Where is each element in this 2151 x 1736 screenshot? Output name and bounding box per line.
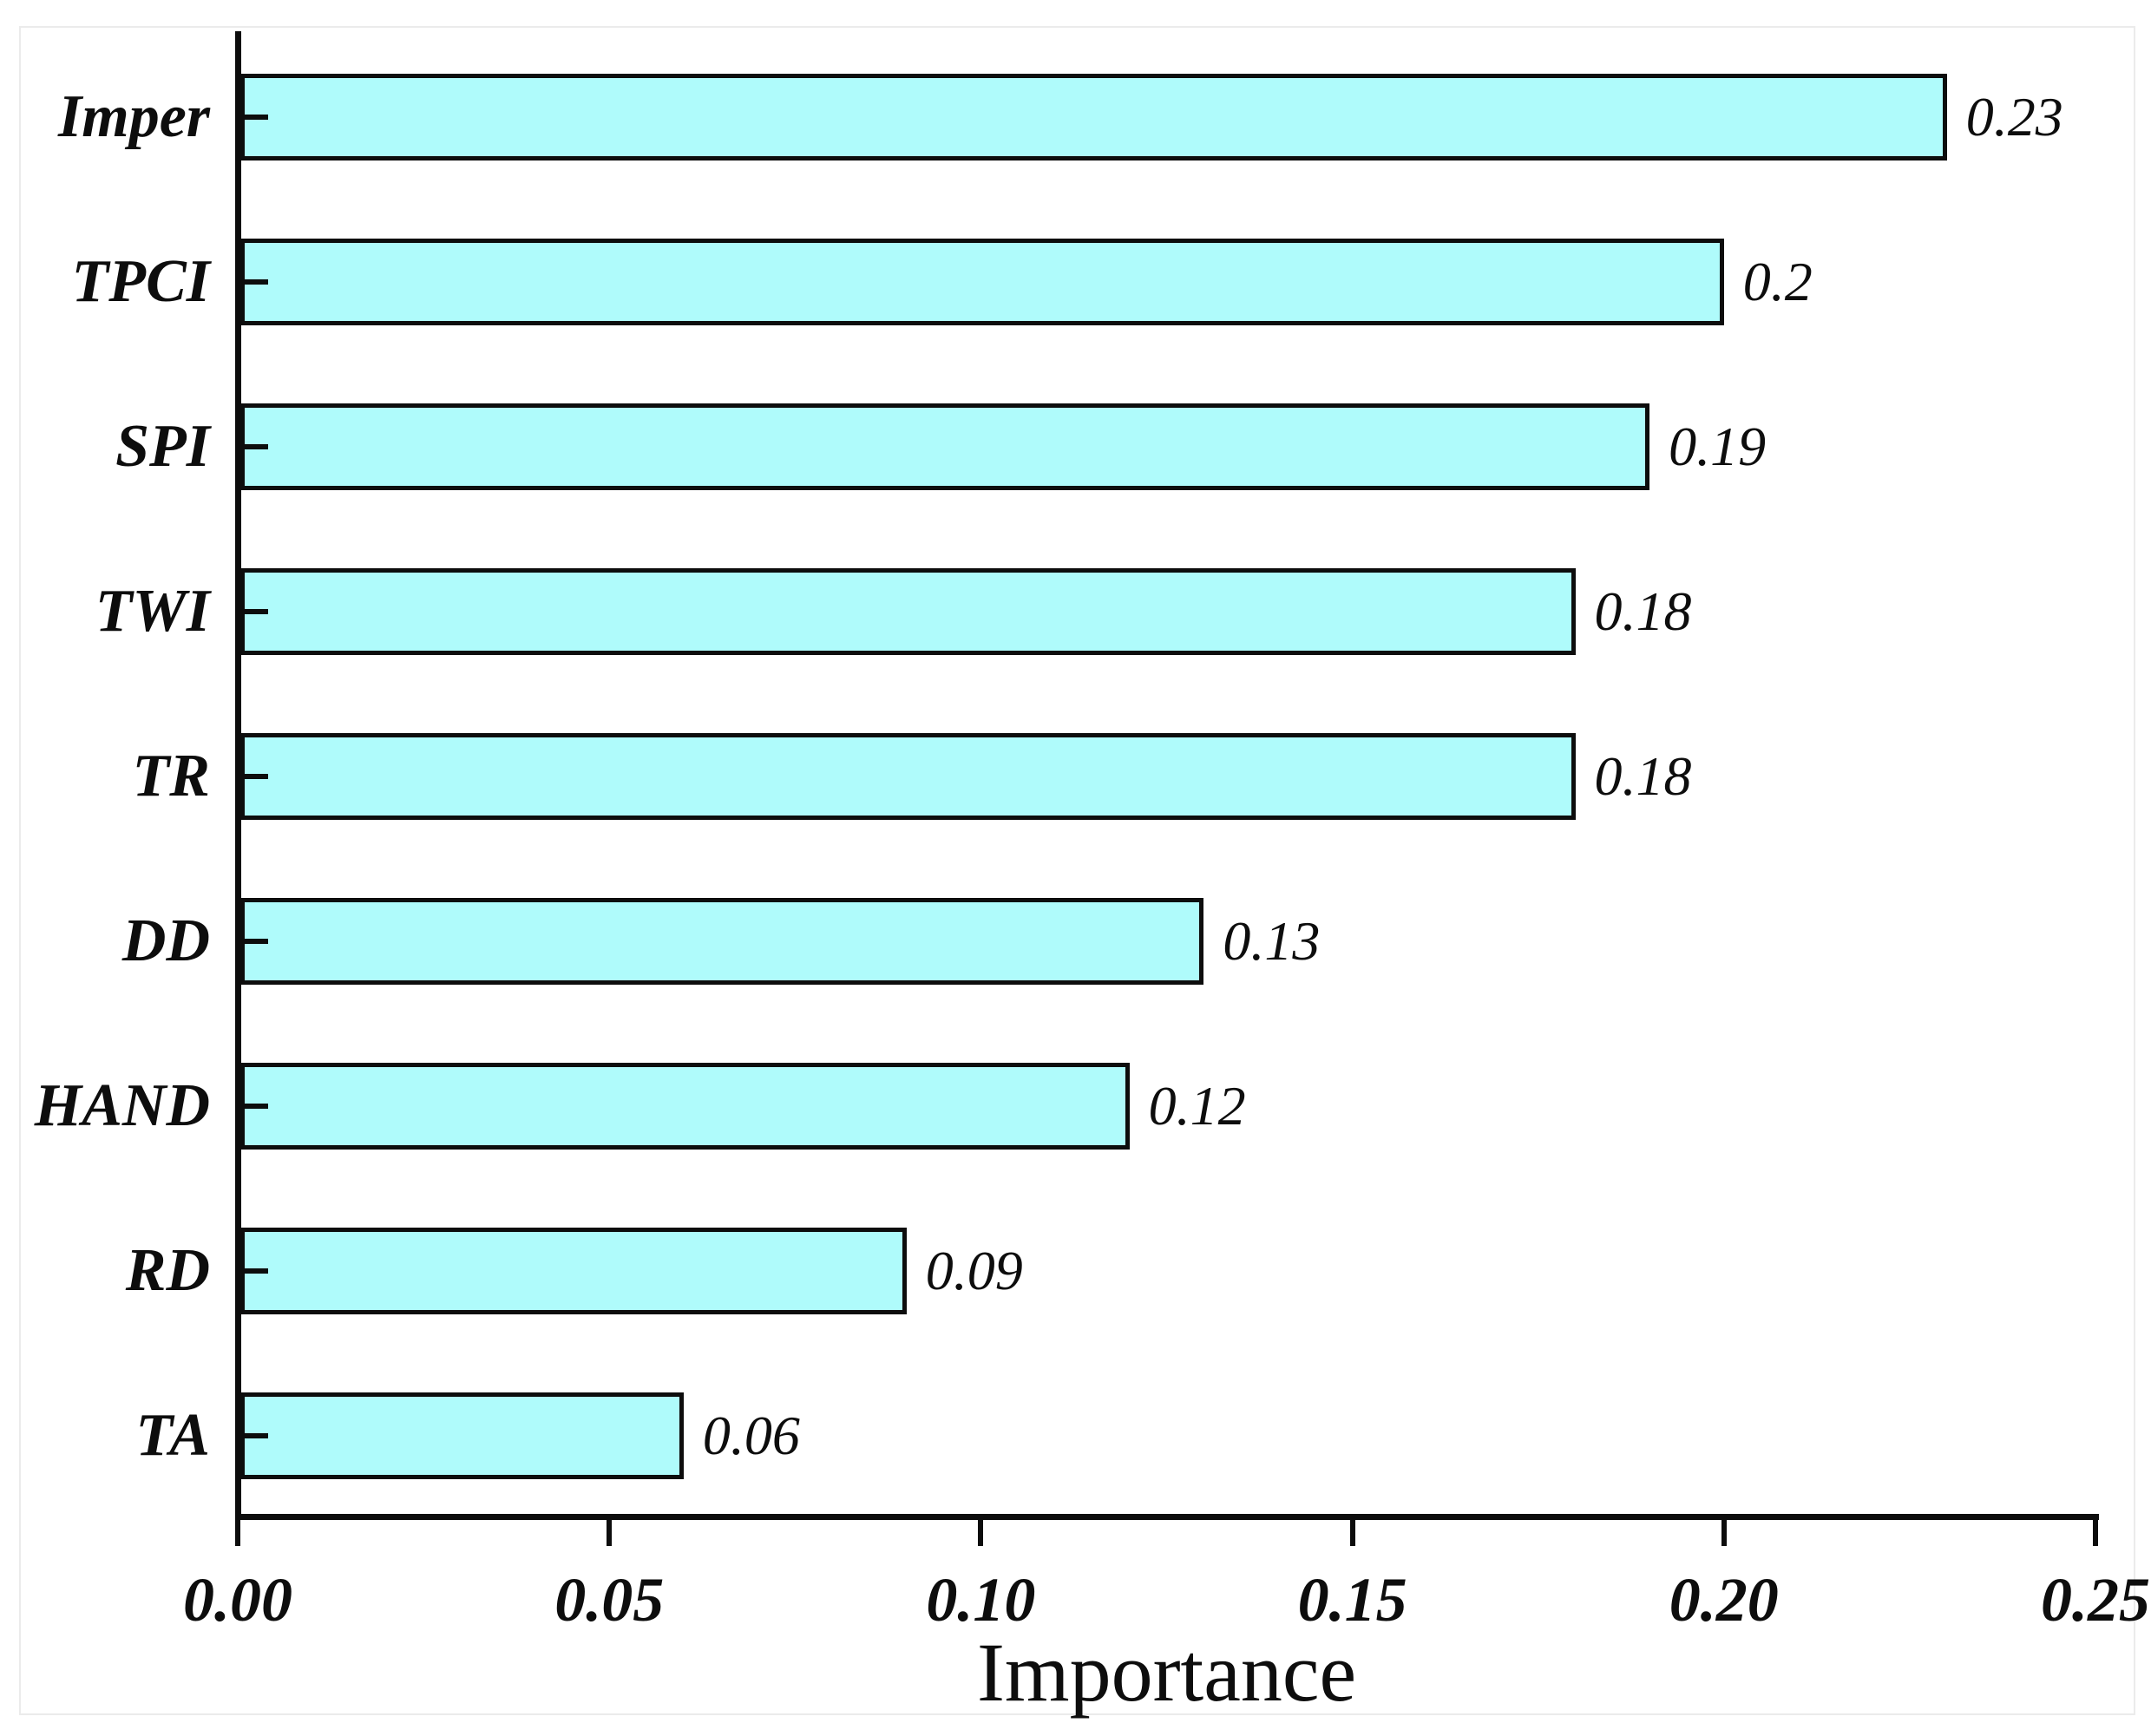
x-tick [607,1520,613,1546]
x-tick [978,1520,984,1546]
x-tick-label: 0.20 [1669,1565,1779,1634]
category-label-dd: DD [121,907,210,974]
bar-value-label: 0.06 [702,1405,800,1466]
bar-rd [240,1228,907,1314]
y-tick [240,279,268,285]
x-axis-title: Importance [976,1626,1357,1719]
y-tick [240,115,268,120]
x-tick [1349,1520,1355,1546]
category-label-rd: RD [125,1237,210,1304]
y-tick [240,1433,268,1438]
x-tick-label: 0.25 [2041,1565,2150,1634]
bar-tpci [240,239,1724,325]
bar-imper [240,74,1947,160]
bar-dd [240,898,1204,985]
bar-ta [240,1392,684,1479]
bar-value-label: 0.23 [1965,86,2063,147]
bar-value-label: 0.19 [1669,416,1767,477]
y-tick [240,609,268,614]
y-tick [240,1104,268,1109]
category-label-twi: TWI [95,578,210,645]
y-tick [240,444,268,449]
x-tick [2093,1520,2098,1546]
y-tick [240,939,268,944]
x-tick-label: 0.10 [926,1565,1036,1634]
bar-value-label: 0.09 [925,1240,1023,1301]
bar-tr [240,733,1576,820]
y-tick [240,1268,268,1274]
category-label-spi: SPI [115,413,210,480]
x-tick-label: 0.00 [183,1565,292,1634]
category-label-ta: TA [135,1402,210,1469]
bar-spi [240,403,1650,490]
category-label-imper: Imper [58,83,210,150]
y-tick [240,774,268,779]
x-tick [1721,1520,1727,1546]
y-axis-line [235,31,241,1520]
category-label-tr: TR [132,743,210,809]
bar-value-label: 0.12 [1148,1075,1246,1137]
bar-value-label: 0.18 [1594,580,1692,642]
bar-twi [240,568,1576,655]
x-tick [235,1520,240,1546]
category-label-tpci: TPCI [71,248,210,315]
bar-hand [240,1063,1130,1150]
x-tick-label: 0.05 [554,1565,665,1634]
bar-value-label: 0.2 [1742,251,1813,312]
x-tick-label: 0.15 [1297,1565,1407,1634]
category-label-hand: HAND [34,1072,210,1139]
x-axis-line [235,1514,2099,1520]
bar-value-label: 0.18 [1594,745,1692,807]
bar-value-label: 0.13 [1223,910,1321,972]
